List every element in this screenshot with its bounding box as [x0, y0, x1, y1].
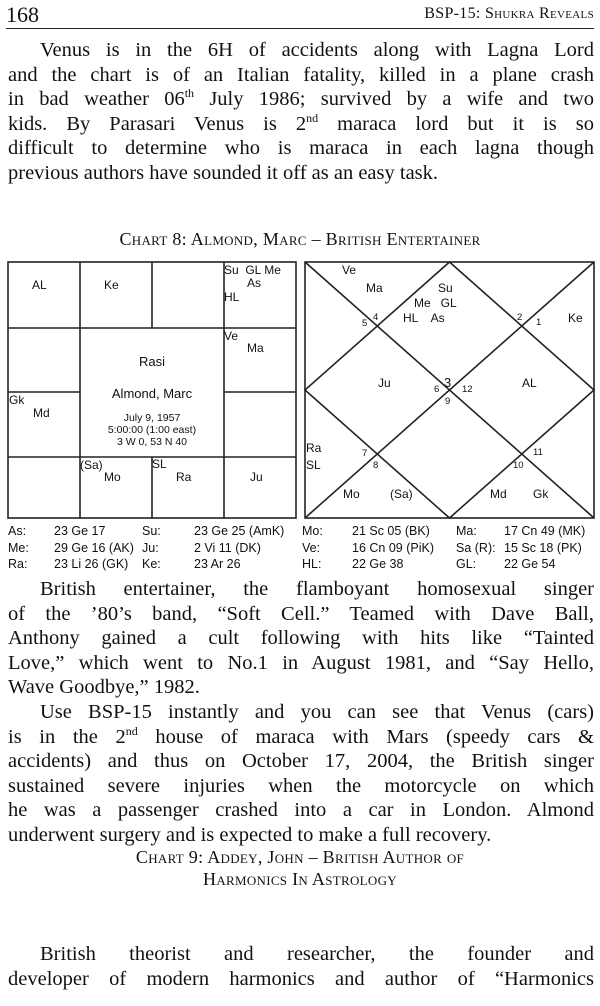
svg-text:AL: AL: [522, 376, 537, 390]
chart-9-title: Chart 9: Addey, John – British Author of…: [135, 847, 465, 889]
svg-text:Ra: Ra: [306, 441, 322, 455]
table-row: As: 23 Ge 17 Su: 23 Ge 25 (AmK) Mo: 21 Sc 05 …: [8, 524, 586, 538]
svg-text:Almond, Marc: Almond, Marc: [112, 386, 193, 401]
paragraph-4: British theorist and researcher, the fou…: [8, 943, 594, 990]
svg-text:Ma: Ma: [247, 341, 264, 355]
svg-text:As: As: [247, 276, 261, 290]
svg-text:HL: HL: [224, 290, 240, 304]
svg-text:Me GL: Me GL: [414, 296, 457, 310]
table-row: Me: 29 Ge 16 (AK) Ju: 2 Vi 11 (DK) Ve: 16 Cn …: [8, 540, 582, 555]
svg-text:10: 10: [513, 460, 524, 471]
svg-text:AL: AL: [32, 278, 47, 292]
svg-text:3: 3: [444, 375, 451, 390]
page-header: 168 BSP-15: Shukra Reveals: [6, 0, 594, 29]
svg-text:Mo: Mo: [343, 487, 360, 501]
svg-text:Ke: Ke: [104, 278, 119, 292]
svg-text:Rasi: Rasi: [139, 354, 165, 369]
rasi-chart-south: AL Ke Su GL Me As HL Ve Ma Gk Md (Sa) Mo…: [7, 261, 297, 519]
table-row: Ra: 23 Li 26 (GK) Ke: 23 Ar 26 HL: 22 Ge 38 GL…: [8, 557, 556, 571]
page-number: 168: [6, 2, 39, 27]
svg-text:6: 6: [434, 384, 439, 395]
paragraph-2: British entertainer, the flamboyant homo…: [8, 578, 594, 698]
svg-text:Gk: Gk: [9, 393, 25, 407]
svg-text:(Sa): (Sa): [80, 458, 103, 472]
svg-text:Gk: Gk: [533, 487, 549, 501]
svg-text:Mo: Mo: [104, 470, 121, 484]
svg-text:Md: Md: [490, 487, 507, 501]
svg-text:12: 12: [462, 384, 473, 395]
svg-text:Ma: Ma: [366, 281, 383, 295]
svg-text:SL: SL: [306, 458, 321, 472]
planet-positions-table: As: 23 Ge 17 Su: 23 Ge 25 (AmK) Mo: 21 Sc 05 …: [8, 523, 598, 573]
paragraph-1: Venus is in the 6H of accidents along wi…: [8, 39, 595, 184]
svg-text:5:00:00 (1:00 east): 5:00:00 (1:00 east): [108, 424, 196, 436]
svg-text:Ra: Ra: [176, 470, 192, 484]
svg-text:1: 1: [536, 317, 541, 328]
svg-text:4: 4: [373, 312, 378, 323]
svg-text:Ju: Ju: [378, 376, 391, 390]
svg-text:9: 9: [445, 396, 450, 407]
svg-text:Ve: Ve: [342, 263, 356, 277]
svg-text:Ve: Ve: [224, 329, 238, 343]
svg-text:11: 11: [533, 447, 543, 458]
svg-text:July 9, 1957: July 9, 1957: [124, 412, 181, 424]
svg-text:5: 5: [362, 318, 367, 329]
chart-8-title: Chart 8: Almond, Marc – British Entertai…: [119, 229, 481, 249]
svg-text:(Sa): (Sa): [390, 487, 413, 501]
svg-text:7: 7: [362, 448, 367, 459]
svg-text:Su GL Me: Su GL Me: [224, 263, 281, 277]
svg-text:HL As: HL As: [403, 311, 445, 325]
svg-text:SL: SL: [152, 457, 167, 471]
paragraph-3: Use BSP-15 instantly and you can see tha…: [8, 701, 594, 846]
svg-text:Ju: Ju: [250, 470, 263, 484]
running-title: BSP-15: Shukra Reveals: [424, 5, 594, 22]
svg-text:Ke: Ke: [568, 311, 583, 325]
svg-text:2: 2: [517, 312, 522, 323]
north-indian-chart: Ve Ma Su Me GL HL As Ke Ju AL Ra SL Mo (…: [303, 260, 596, 520]
svg-text:Su: Su: [438, 281, 453, 295]
svg-text:Md: Md: [33, 406, 50, 420]
svg-text:8: 8: [373, 460, 378, 471]
svg-text:3 W 0, 53 N 40: 3 W 0, 53 N 40: [117, 436, 187, 448]
